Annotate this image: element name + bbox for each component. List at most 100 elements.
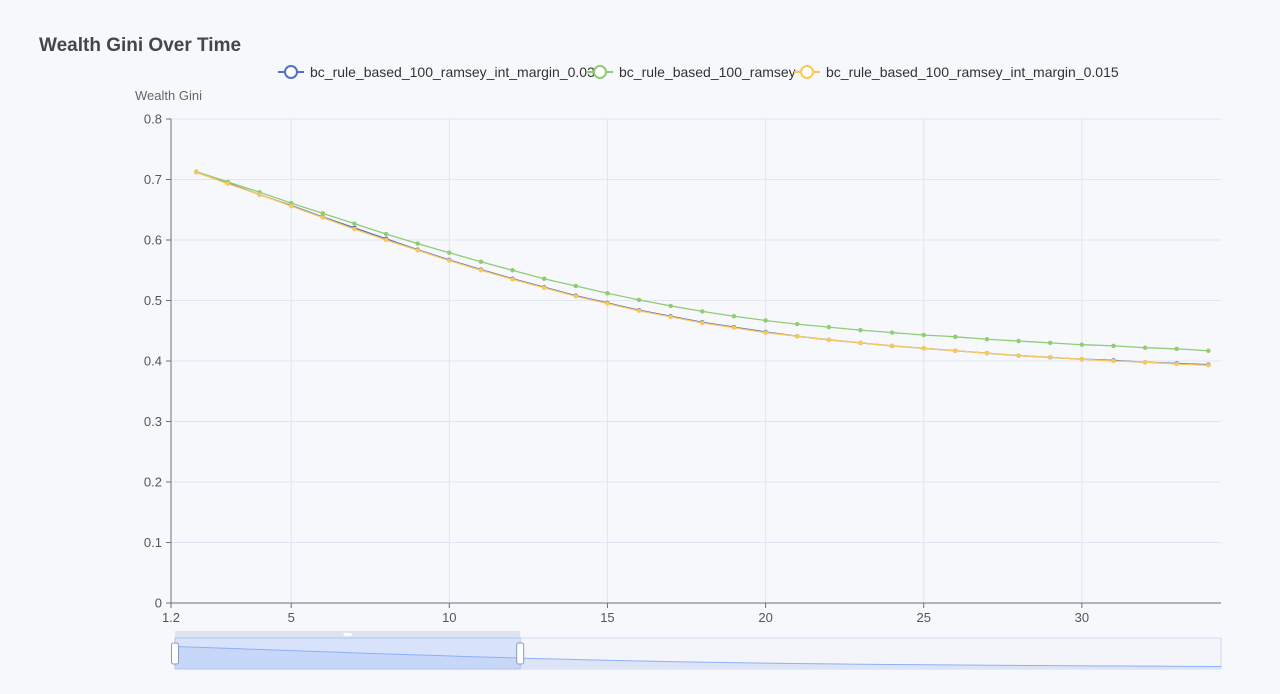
- data-point: [668, 314, 673, 320]
- series-line: [196, 171, 1209, 366]
- zoom-handle[interactable]: [516, 642, 525, 665]
- data-point: [1174, 361, 1179, 367]
- data-point: [352, 226, 357, 232]
- data-point: [605, 301, 610, 306]
- data-point: [320, 215, 326, 220]
- data-point: [1142, 359, 1148, 365]
- data-point: [257, 192, 262, 197]
- y-axis-label: Wealth Gini: [135, 88, 202, 103]
- x-tick-label: 30: [1075, 610, 1089, 625]
- legend-item-int-margin-0-03[interactable]: bc_rule_based_100_ramsey_int_margin_0.03: [278, 62, 595, 82]
- data-point: [1016, 353, 1021, 358]
- data-point: [826, 337, 832, 343]
- y-tick-label: 0.7: [144, 172, 162, 187]
- data-point: [478, 268, 484, 273]
- series-line: [196, 171, 1209, 366]
- legend: bc_rule_based_100_ramsey_int_margin_0.03…: [0, 62, 1280, 82]
- x-tick-label: 5: [288, 610, 295, 625]
- legend-label: bc_rule_based_100_ramsey_int_margin_0.01…: [826, 64, 1119, 80]
- data-point: [731, 313, 737, 319]
- y-tick-label: 0.3: [144, 414, 162, 429]
- data-point: [510, 277, 515, 282]
- x-tick-label: 25: [916, 610, 930, 625]
- data-point: [1079, 342, 1085, 347]
- data-point: [921, 346, 926, 351]
- data-point: [636, 297, 642, 303]
- data-point: [668, 303, 673, 309]
- data-point: [288, 203, 294, 209]
- data-point: [415, 248, 420, 253]
- zoom-grip-icon: [343, 633, 352, 636]
- data-point: [1079, 356, 1085, 362]
- y-tick-label: 0.4: [144, 354, 162, 369]
- chart-title: Wealth Gini Over Time: [39, 35, 242, 56]
- data-point: [383, 237, 389, 243]
- data-point: [731, 325, 737, 330]
- data-point: [320, 211, 326, 216]
- x-tick-label: 10: [442, 610, 456, 625]
- legend-item-ramsey[interactable]: bc_rule_based_100_ramsey: [587, 62, 796, 82]
- data-point: [1047, 340, 1053, 346]
- y-tick-label: 0.6: [144, 233, 162, 248]
- legend-marker-icon: [794, 65, 820, 79]
- data-point: [1206, 348, 1211, 353]
- x-tick-label: 1.2: [162, 610, 180, 625]
- data-point: [1206, 362, 1211, 368]
- grid: [171, 118, 1221, 603]
- data-point: [383, 231, 389, 237]
- data-point: [478, 259, 484, 265]
- data-point: [1142, 345, 1148, 350]
- data-point: [1111, 358, 1116, 364]
- data-point: [700, 309, 705, 314]
- y-tick-label: 0.2: [144, 475, 162, 490]
- legend-marker-icon: [278, 65, 304, 79]
- data-point: [794, 333, 800, 339]
- data-point: [541, 276, 547, 281]
- data-point: [1174, 346, 1179, 352]
- legend-label: bc_rule_based_100_ramsey: [619, 64, 796, 80]
- data-point: [921, 332, 926, 338]
- y-tick-label: 0.8: [144, 112, 162, 127]
- axes: 0 0.1 0.2 0.3 0.4 0.5 0.6 0.7 0.8 1.2 5 10 15 20 25 30: [144, 112, 1221, 625]
- data-point: [763, 318, 768, 323]
- data-point: [763, 330, 768, 335]
- legend-label: bc_rule_based_100_ramsey_int_margin_0.03: [310, 64, 595, 80]
- data-point: [225, 181, 231, 186]
- zoom-preview-area: [175, 646, 1221, 669]
- y-tick-label: 0.5: [144, 293, 162, 308]
- data-point: [826, 324, 832, 330]
- data-point: [984, 350, 990, 356]
- data-point: [636, 308, 642, 314]
- legend-marker-icon: [587, 65, 613, 79]
- data-point: [573, 294, 579, 299]
- data-point: [352, 221, 357, 226]
- data-point: [447, 258, 452, 263]
- data-point: [953, 348, 958, 353]
- data-point: [984, 336, 990, 342]
- data-point: [605, 290, 610, 296]
- data-point: [447, 250, 452, 255]
- zoom-preview-line: [174, 645, 1222, 668]
- y-tick-label: 0: [155, 596, 162, 611]
- data-point: [541, 285, 547, 291]
- data-point: [1016, 338, 1021, 344]
- data-point: [889, 330, 895, 335]
- data-point: [858, 327, 863, 333]
- data-point: [794, 321, 800, 327]
- x-tick-label: 15: [600, 610, 614, 625]
- x-tick-label: 20: [758, 610, 772, 625]
- data-point: [1047, 355, 1053, 360]
- zoom-handle[interactable]: [171, 642, 179, 665]
- data-zoom-slider[interactable]: [171, 631, 1222, 670]
- data-point: [889, 343, 895, 349]
- y-tick-label: 0.1: [144, 535, 162, 550]
- legend-item-int-margin-0-015[interactable]: bc_rule_based_100_ramsey_int_margin_0.01…: [794, 62, 1119, 82]
- data-point: [415, 241, 420, 246]
- data-point: [573, 283, 579, 289]
- data-point: [510, 268, 515, 273]
- zoom-selection[interactable]: [174, 637, 521, 670]
- series-layer: [194, 169, 1211, 368]
- data-point: [953, 334, 958, 340]
